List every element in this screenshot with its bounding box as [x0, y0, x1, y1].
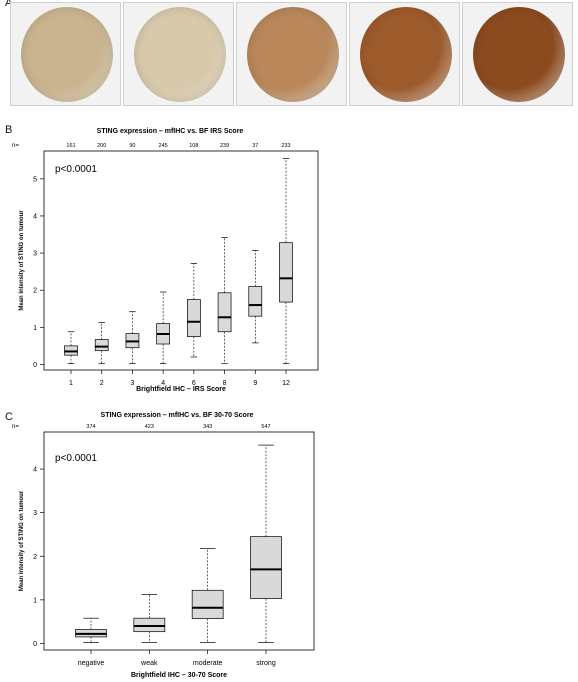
x-tick-label-0: negative [78, 660, 105, 667]
tma-tile-2 [123, 2, 234, 106]
y-tick-label-2: 2 [33, 288, 37, 295]
box-4 [187, 299, 201, 337]
panel-b-label: B [5, 124, 13, 136]
y-tick-label-2: 2 [33, 554, 37, 561]
box-1 [94, 339, 109, 352]
x-tick-label-0: 1 [69, 380, 73, 387]
x-tick-label-3: strong [256, 660, 276, 667]
box-1 [133, 617, 166, 633]
box-5 [217, 292, 232, 333]
plot-frame [43, 150, 319, 371]
n-count-3: 547 [261, 424, 270, 430]
y-tick-label-5: 5 [33, 176, 37, 183]
x-tick-label-2: 3 [130, 380, 134, 387]
x-tick-label-3: 4 [161, 380, 165, 387]
n-count-5: 239 [220, 143, 229, 149]
x-axis-label: Brightfield IHC – 30-70 Score [131, 672, 227, 679]
tma-core-1 [21, 7, 113, 102]
n-prefix: n= [12, 424, 19, 430]
tma-image-row [10, 2, 576, 106]
x-tick-label-4: 6 [192, 380, 196, 387]
n-count-6: 37 [252, 143, 258, 149]
tma-core-4 [360, 7, 452, 102]
tma-tile-3 [236, 2, 347, 106]
y-tick-label-1: 1 [33, 325, 37, 332]
n-count-2: 343 [203, 424, 212, 430]
y-tick-label-0: 0 [33, 641, 37, 648]
n-count-1: 200 [97, 143, 106, 149]
y-tick-label-3: 3 [33, 510, 37, 517]
y-axis-label: Mean intensity of STING on tumour [19, 210, 25, 311]
n-prefix: n= [12, 143, 19, 149]
y-axis-label: Mean intensity of STING on tumour [19, 490, 25, 591]
x-tick-label-2: moderate [193, 660, 223, 667]
tma-core-3 [247, 7, 339, 102]
p-value-annotation: p<0.0001 [55, 453, 97, 464]
n-count-4: 108 [189, 143, 198, 149]
n-count-0: 374 [86, 424, 95, 430]
y-tick-label-1: 1 [33, 597, 37, 604]
n-count-2: 90 [129, 143, 135, 149]
chart-title: STING expression – mfIHC vs. BF 30-70 Sc… [101, 412, 254, 419]
n-count-0: 161 [66, 143, 75, 149]
tma-tile-4 [349, 2, 460, 106]
chart-irs-score: STING expression – mfIHC vs. BF IRS Scor… [12, 128, 319, 393]
x-tick-label-7: 12 [282, 380, 290, 387]
x-tick-label-6: 9 [253, 380, 257, 387]
tma-tile-1 [10, 2, 121, 106]
plot-frame [43, 431, 315, 651]
n-count-7: 233 [281, 143, 290, 149]
y-tick-label-4: 4 [33, 467, 37, 474]
box-2 [191, 589, 224, 619]
panel-c-label: C [5, 411, 13, 423]
n-count-1: 423 [145, 424, 154, 430]
x-tick-label-1: 2 [100, 380, 104, 387]
tma-core-2 [134, 7, 226, 102]
x-axis-label: Brightfield IHC – IRS Score [136, 386, 226, 393]
box-7 [279, 242, 293, 303]
y-tick-label-0: 0 [33, 362, 37, 369]
x-tick-label-1: weak [140, 660, 158, 667]
panel-a-label: A [5, 0, 13, 9]
tma-tile-5 [462, 2, 573, 106]
tma-core-5 [473, 7, 565, 102]
chart-30-70-score: STING expression – mfIHC vs. BF 30-70 Sc… [12, 412, 315, 679]
x-tick-label-5: 8 [223, 380, 227, 387]
y-tick-label-4: 4 [33, 213, 37, 220]
box-6 [248, 286, 263, 317]
chart-title: STING expression – mfIHC vs. BF IRS Scor… [97, 128, 244, 135]
p-value-annotation: p<0.0001 [55, 164, 97, 175]
y-tick-label-3: 3 [33, 251, 37, 258]
box-3 [250, 536, 282, 599]
n-count-3: 245 [159, 143, 168, 149]
